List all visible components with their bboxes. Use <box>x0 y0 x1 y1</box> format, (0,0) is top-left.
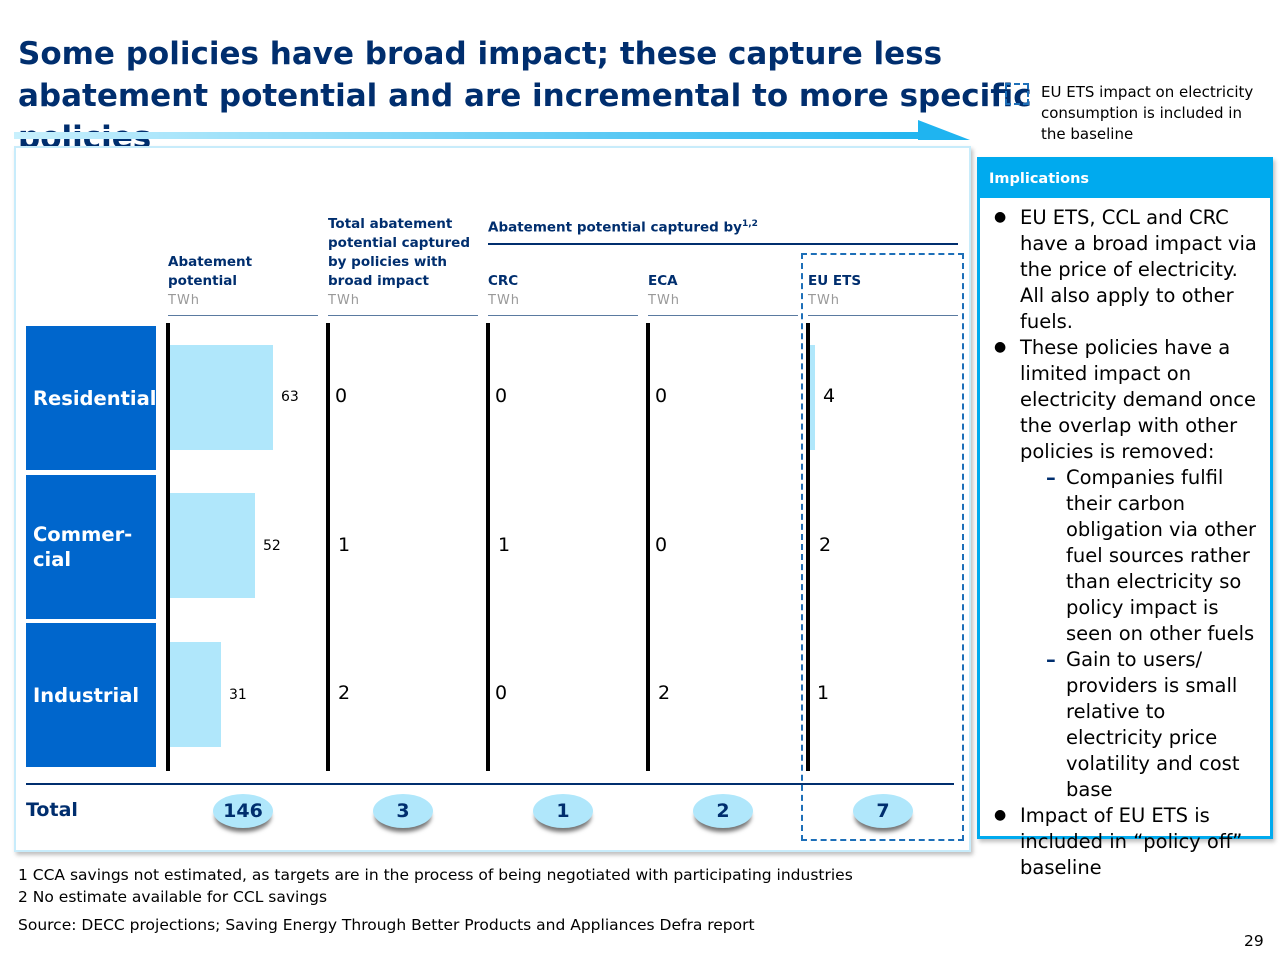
total-label: Total <box>26 799 78 821</box>
implication-bullet: These policies have a limited impact on … <box>992 334 1264 803</box>
header-rule <box>488 315 638 316</box>
total-eca: 2 <box>693 794 753 828</box>
value-industrial-crc: 0 <box>495 682 508 704</box>
column-header-eca: ECA <box>648 273 678 289</box>
row-label-industrial: Industrial <box>26 623 156 767</box>
eu-ets-dashed-highlight <box>801 253 964 841</box>
implication-sub-bullet: Gain to users/ providers is small relati… <box>1020 647 1264 803</box>
header-rule <box>328 315 478 316</box>
column-axis <box>486 323 490 771</box>
value-industrial-broad: 2 <box>338 682 351 704</box>
legend-text: EU ETS impact on electricity consumption… <box>1041 83 1254 143</box>
header-rule <box>168 315 318 316</box>
column-unit: TWh <box>808 293 841 308</box>
column-unit: TWh <box>168 293 201 308</box>
column-unit: TWh <box>328 293 361 308</box>
column-header-crc: CRC <box>488 273 519 289</box>
implications-panel: Implications EU ETS, CCL and CRC have a … <box>977 157 1273 879</box>
implication-bullet: Impact of EU ETS is included in “policy … <box>992 802 1264 881</box>
header-rule <box>648 315 798 316</box>
footnote-2: 2 No estimate available for CCL savings <box>18 888 328 906</box>
bar-residential-abatement <box>170 345 273 450</box>
legend-dashed-box <box>1005 83 1029 105</box>
column-axis <box>806 323 810 771</box>
implication-sub-bullet: Companies fulfil their carbon obligation… <box>1020 465 1264 647</box>
total-eu-ets: 7 <box>853 794 913 828</box>
column-header-broad-impact: Total abatement potential captured by po… <box>328 216 470 289</box>
bar-value-label: 52 <box>263 538 281 554</box>
page-number: 29 <box>1244 932 1264 950</box>
value-commercial-eca: 0 <box>655 534 668 556</box>
implications-title: Implications <box>980 160 1270 198</box>
source-note: Source: DECC projections; Saving Energy … <box>18 916 755 934</box>
total-abatement: 146 <box>213 794 273 828</box>
value-residential-eca: 0 <box>655 385 668 407</box>
implication-bullet: EU ETS, CCL and CRC have a broad impact … <box>992 204 1264 335</box>
value-commercial-broad: 1 <box>338 534 351 556</box>
value-commercial-crc: 1 <box>498 534 511 556</box>
bar-value-label: 63 <box>281 389 299 405</box>
value-residential-crc: 0 <box>495 385 508 407</box>
page-title: Some policies have broad impact; these c… <box>18 36 1032 156</box>
total-crc: 1 <box>533 794 593 828</box>
column-axis <box>646 323 650 771</box>
bar-commercial-abatement <box>170 493 255 598</box>
column-axis <box>166 323 170 771</box>
value-residential-broad: 0 <box>335 385 348 407</box>
column-axis <box>326 323 330 771</box>
column-header-abatement: Abatement potential <box>168 254 253 289</box>
group-header-rule <box>488 243 958 245</box>
column-unit: TWh <box>648 293 681 308</box>
column-header-eu-ets: EU ETS <box>808 273 862 289</box>
value-industrial-eca: 2 <box>658 682 671 704</box>
group-header: Abatement potential captured by1,2 <box>488 219 758 236</box>
bar-industrial-abatement <box>170 642 221 747</box>
row-label-residential: Residential <box>26 326 156 470</box>
value-residential-eu-ets: 4 <box>823 385 836 407</box>
row-label-commercial: Commer-cial <box>26 475 156 619</box>
column-unit: TWh <box>488 293 521 308</box>
value-industrial-eu-ets: 1 <box>817 682 830 704</box>
value-commercial-eu-ets: 2 <box>819 534 832 556</box>
bar-value-label: 31 <box>229 687 247 703</box>
footnote-1: 1 CCA savings not estimated, as targets … <box>18 866 853 884</box>
title-arrow-rule <box>14 120 970 140</box>
header-rule <box>808 315 958 316</box>
bar-residential-eu-ets <box>810 345 815 450</box>
total-rule <box>26 783 954 785</box>
total-broad-impact: 3 <box>373 794 433 828</box>
